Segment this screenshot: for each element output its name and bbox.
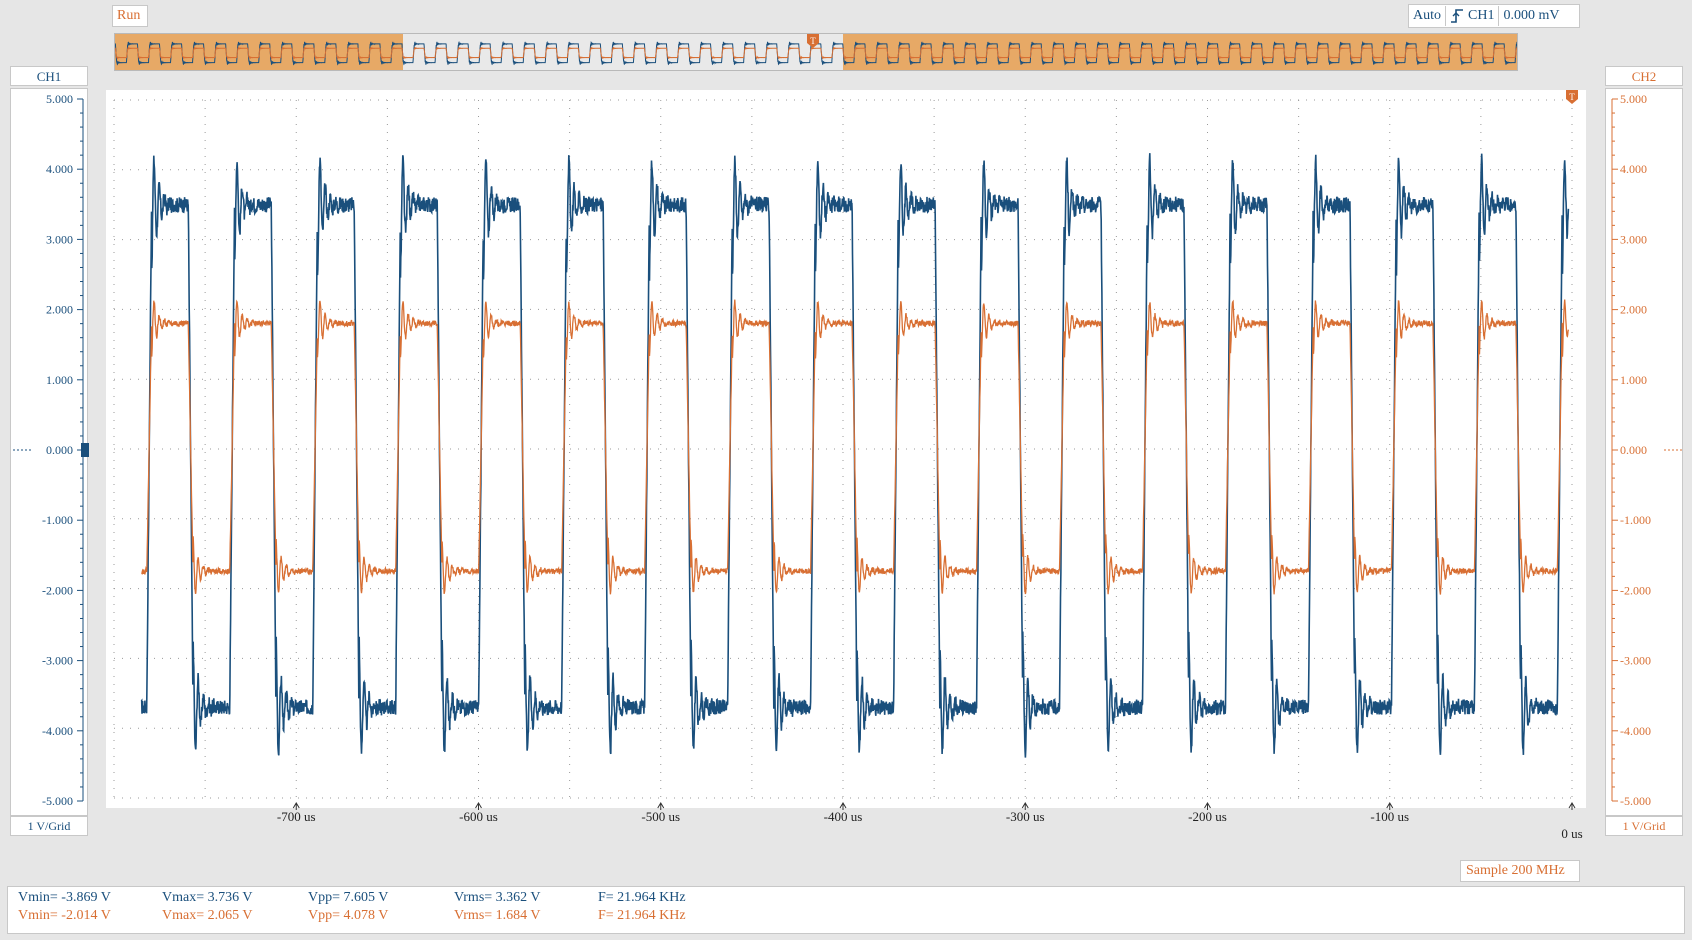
overview-trigger-shape (807, 34, 819, 48)
overview-trigger-marker[interactable]: T (807, 34, 819, 48)
axis-tick-label: -4.000 (1620, 724, 1651, 738)
trigger-level[interactable]: 0.000 mV (1503, 8, 1560, 23)
ch1-frequency: F= 21.964 KHz (598, 890, 686, 905)
axis-tick-label: 1.000 (46, 373, 73, 387)
time-tick-label: -500 us (641, 809, 680, 824)
axis-tick-label: 2.000 (1620, 303, 1647, 317)
ch1-vmin: Vmin= -3.869 V (18, 890, 111, 905)
axis-tick-label: -2.000 (1620, 583, 1651, 597)
ch2-voltage-axis[interactable]: 5.000 4.000 3.000 2.000 1.000 0.000 -1.000 -2.0… (1605, 88, 1683, 816)
ch2-frequency: F= 21.964 KHz (598, 908, 686, 923)
ch2-label[interactable]: CH2 (1605, 66, 1683, 86)
trigger-settings[interactable]: Auto CH1 0.000 mV (1408, 4, 1580, 28)
axis-tick-label: -5.000 (42, 794, 73, 808)
ch1-scale[interactable]: 1 V/Grid (10, 816, 88, 836)
axis-tick-label: -2.000 (42, 583, 73, 597)
waveform-overview[interactable]: T (114, 33, 1518, 71)
axis-tick-label: 1.000 (1620, 373, 1647, 387)
axis-tick-label: -4.000 (42, 724, 73, 738)
ch1-vrms: Vrms= 3.362 V (454, 890, 541, 905)
time-tick-label: -300 us (1006, 809, 1045, 824)
axis-tick-label: 4.000 (1620, 162, 1647, 176)
ch1-label[interactable]: CH1 (10, 66, 88, 86)
axis-tick-label: 3.000 (46, 232, 73, 246)
trigger-marker-label: T (1569, 92, 1575, 102)
axis-tick-label: -1.000 (1620, 513, 1651, 527)
ch2-waveform (141, 299, 1570, 595)
sample-rate: Sample 200 MHz (1460, 860, 1580, 882)
measurement-panel: Vmin= -3.869 V Vmax= 3.736 V Vpp= 7.605 … (7, 886, 1685, 934)
time-tick-label: -400 us (824, 809, 863, 824)
trigger-source[interactable]: CH1 (1468, 8, 1495, 23)
divider (1445, 6, 1446, 26)
waveform-display[interactable]: T (106, 90, 1586, 808)
overview-trigger-label: T (810, 36, 816, 46)
time-tick-mark (1021, 802, 1029, 810)
ch1-axis-ticks: 5.000 4.000 3.000 2.000 1.000 0.000 -1.000 -2.0… (13, 92, 90, 808)
time-axis: -700 us -600 us -500 us -400 us -300 us -200 … (277, 802, 1583, 840)
ch2-vrms: Vrms= 1.684 V (454, 908, 541, 923)
waveform-plot: T (113, 90, 1578, 799)
time-tick-label: -200 us (1188, 809, 1227, 824)
trigger-marker-shape (1566, 90, 1578, 104)
grid (113, 99, 1573, 799)
time-tick-label: 0 us (1561, 826, 1582, 840)
axis-tick-label: -1.000 (42, 513, 73, 527)
ch1-offset-handle-shape (81, 443, 90, 457)
overview-ch2-trace (115, 46, 1517, 60)
time-tick-mark (1386, 802, 1394, 810)
time-tick-mark (1204, 802, 1211, 810)
axis-tick-label: 5.000 (46, 92, 73, 106)
run-status[interactable]: Run (112, 5, 148, 27)
trigger-position-marker[interactable]: T (1566, 90, 1578, 104)
time-tick-mark (657, 802, 665, 810)
time-tick-mark (1568, 802, 1576, 810)
ch2-vmax: Vmax= 2.065 V (162, 908, 253, 923)
axis-tick-label: 0.000 (1620, 443, 1647, 457)
ch2-vmin: Vmin= -2.014 V (18, 908, 111, 923)
ch2-scale[interactable]: 1 V/Grid (1605, 816, 1683, 836)
rising-edge-icon (1451, 9, 1463, 23)
axis-tick-label: 4.000 (46, 162, 73, 176)
ch2-axis-ticks: 5.000 4.000 3.000 2.000 1.000 0.000 -1.000 -2.0… (1611, 92, 1682, 808)
trigger-mode[interactable]: Auto (1413, 8, 1441, 23)
time-tick-label: -700 us (277, 809, 316, 824)
axis-tick-label: -3.000 (42, 654, 73, 668)
time-tick-mark (839, 802, 847, 810)
axis-tick-label: 0.000 (46, 443, 73, 457)
ch1-offset-handle[interactable] (81, 443, 90, 457)
ch2-vpp: Vpp= 4.078 V (308, 908, 389, 923)
axis-tick-label: -3.000 (1620, 654, 1651, 668)
ch1-vpp: Vpp= 7.605 V (308, 890, 389, 905)
axis-tick-label: 2.000 (46, 303, 73, 317)
time-tick-label: -600 us (459, 809, 498, 824)
overview-waveform: T (115, 34, 1517, 70)
divider (1498, 6, 1500, 26)
ch1-vmax: Vmax= 3.736 V (162, 890, 253, 905)
axis-tick-label: 5.000 (1620, 92, 1647, 106)
ch1-voltage-axis[interactable]: 5.000 4.000 3.000 2.000 1.000 0.000 -1.000 -2.0… (10, 88, 90, 816)
time-tick-mark (475, 802, 482, 810)
time-tick-mark (292, 802, 300, 810)
time-tick-label: -100 us (1370, 809, 1409, 824)
axis-tick-label: 3.000 (1620, 232, 1647, 246)
axis-tick-label: -5.000 (1620, 794, 1651, 808)
